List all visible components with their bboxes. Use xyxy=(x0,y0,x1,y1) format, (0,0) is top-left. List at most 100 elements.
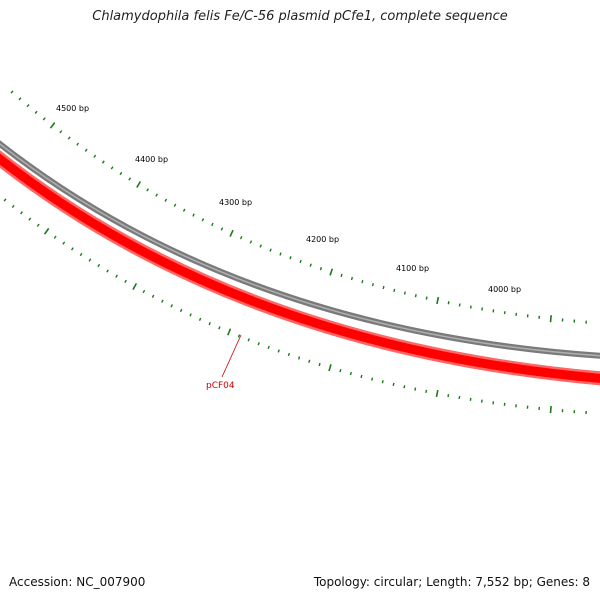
outer-tick xyxy=(84,148,88,152)
outer-tick xyxy=(239,236,243,240)
outer-tick xyxy=(249,240,253,244)
outer-tick xyxy=(350,276,354,281)
inner-tick xyxy=(392,382,395,386)
outer-tick xyxy=(155,193,159,197)
outer-tick xyxy=(447,301,450,305)
inner-tick xyxy=(198,317,202,321)
inner-tick xyxy=(403,385,406,389)
outer-tick xyxy=(49,122,56,129)
outer-tick xyxy=(18,97,22,101)
outer-scale-ticks xyxy=(10,90,587,324)
outer-tick xyxy=(371,283,374,287)
outer-tick xyxy=(110,166,114,170)
inner-tick xyxy=(97,263,101,268)
inner-tick xyxy=(28,217,32,221)
inner-tick xyxy=(151,294,155,299)
outer-tick xyxy=(309,263,312,267)
inner-tick xyxy=(458,395,461,400)
outer-tick xyxy=(220,227,224,231)
gene-arc-pcf04 xyxy=(0,153,600,383)
inner-tick xyxy=(36,223,40,227)
outer-tick xyxy=(458,303,461,307)
outer-tick xyxy=(10,90,14,94)
outer-tick xyxy=(67,136,71,140)
outer-tick xyxy=(299,259,302,264)
outer-tick xyxy=(128,177,132,181)
outer-tick xyxy=(229,229,234,237)
outer-tick xyxy=(76,142,80,146)
inner-tick xyxy=(349,371,352,376)
scale-label-4400: 4400 bp xyxy=(135,155,168,164)
outer-tick xyxy=(289,256,292,260)
inner-tick xyxy=(208,322,211,326)
inner-tick xyxy=(170,304,174,308)
outer-tick xyxy=(319,266,323,271)
inner-tick xyxy=(447,393,450,398)
outer-tick xyxy=(59,130,63,134)
outer-tick xyxy=(192,213,195,217)
outer-tick xyxy=(361,280,364,284)
inner-tick xyxy=(360,374,363,379)
inner-tick xyxy=(308,359,311,363)
inner-tick xyxy=(62,241,66,245)
outer-tick xyxy=(481,307,484,311)
inner-tick xyxy=(79,252,83,257)
inner-tick xyxy=(339,369,342,373)
outer-tick xyxy=(101,160,105,164)
inner-tick xyxy=(371,377,374,381)
map-title: Chlamydophila felis Fe/C-56 plasmid pCfe… xyxy=(92,9,508,24)
inner-tick xyxy=(227,328,232,336)
outer-tick xyxy=(146,188,149,192)
scale-label-4200: 4200 bp xyxy=(306,235,339,244)
inner-tick xyxy=(124,279,127,284)
outer-tick xyxy=(26,104,30,108)
outer-tick xyxy=(403,291,406,295)
inner-tick xyxy=(237,334,241,338)
inner-tick xyxy=(318,362,321,367)
outer-tick xyxy=(425,296,428,300)
outer-tick xyxy=(329,268,334,276)
inner-tick xyxy=(435,389,439,398)
backbone-ring-highlight xyxy=(0,143,600,357)
scale-label-4100: 4100 bp xyxy=(396,264,429,273)
outer-tick xyxy=(549,315,552,323)
outer-tick xyxy=(436,296,440,305)
scale-label-4500: 4500 bp xyxy=(56,104,89,113)
inner-tick xyxy=(549,406,552,414)
outer-tick xyxy=(279,252,282,256)
scale-label-4300: 4300 bp xyxy=(219,198,252,207)
inner-tick xyxy=(257,342,260,346)
outer-tick xyxy=(119,171,123,176)
scale-label-4000: 4000 bp xyxy=(488,285,521,294)
inner-tick xyxy=(267,345,270,350)
outer-tick xyxy=(173,203,177,207)
inner-tick xyxy=(43,227,50,235)
inner-tick xyxy=(179,308,183,313)
inner-tick xyxy=(53,235,57,239)
outer-tick xyxy=(340,273,343,278)
outer-tick xyxy=(182,208,186,212)
outer-tick xyxy=(164,198,168,202)
inner-tick xyxy=(132,283,138,290)
outer-tick xyxy=(211,222,214,227)
inner-tick xyxy=(218,326,221,330)
inner-scale-ticks xyxy=(3,198,587,415)
outer-tick xyxy=(93,154,97,158)
outer-tick xyxy=(414,294,417,298)
inner-tick xyxy=(115,274,118,278)
inner-tick xyxy=(20,211,23,215)
inner-tick xyxy=(328,364,332,372)
inner-tick xyxy=(425,389,428,393)
outer-tick xyxy=(259,244,262,248)
accession-text: Accession: NC_007900 xyxy=(9,575,146,589)
gene-label-pcf04: pCF04 xyxy=(206,381,235,391)
inner-tick xyxy=(287,352,291,357)
inner-tick xyxy=(247,338,250,342)
inner-tick xyxy=(297,356,301,360)
inner-tick xyxy=(3,198,7,202)
inner-tick xyxy=(88,258,92,262)
inner-tick xyxy=(106,269,109,273)
outer-tick xyxy=(393,288,396,292)
inner-tick xyxy=(277,349,280,353)
